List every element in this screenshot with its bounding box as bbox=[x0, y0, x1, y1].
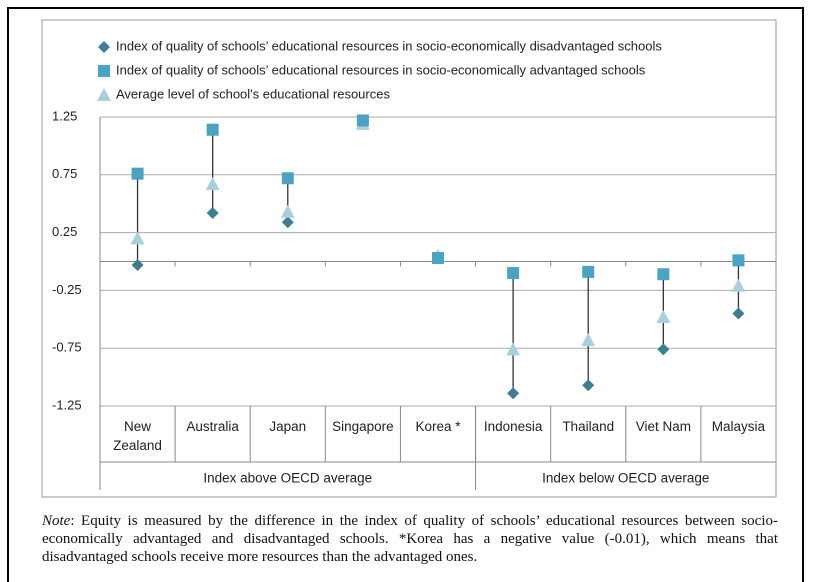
point bbox=[732, 307, 745, 320]
x-tick-label: Thailand bbox=[562, 419, 615, 434]
point bbox=[507, 387, 520, 400]
point bbox=[432, 252, 444, 265]
point bbox=[657, 268, 670, 281]
x-tick-label: Malaysia bbox=[711, 419, 766, 434]
y-tick-label: 0.75 bbox=[52, 166, 77, 181]
legend-marker bbox=[97, 88, 111, 101]
y-tick-label: 1.25 bbox=[52, 108, 77, 123]
point bbox=[582, 265, 595, 278]
x-tick-label: Indonesia bbox=[483, 419, 543, 434]
point bbox=[205, 177, 220, 191]
x-tick-label: Korea * bbox=[415, 419, 461, 434]
note-text: : Equity is measured by the difference i… bbox=[42, 513, 778, 565]
point bbox=[731, 278, 746, 292]
x-tick-label: Singapore bbox=[332, 419, 394, 434]
point bbox=[582, 379, 595, 392]
point bbox=[356, 114, 369, 127]
point bbox=[506, 342, 521, 356]
x-tick-label: Japan bbox=[269, 419, 307, 434]
point bbox=[130, 231, 145, 245]
point bbox=[206, 123, 219, 136]
point bbox=[507, 267, 520, 280]
x-tick-label: Australia bbox=[186, 419, 239, 434]
legend-marker bbox=[98, 65, 110, 77]
point bbox=[131, 258, 144, 271]
point bbox=[281, 172, 294, 185]
point bbox=[281, 216, 294, 229]
chart-border bbox=[41, 19, 777, 498]
point bbox=[280, 204, 295, 218]
y-tick-label: 0.25 bbox=[52, 224, 77, 239]
x-tick-label: Viet Nam bbox=[635, 419, 691, 434]
legend-marker bbox=[98, 41, 110, 53]
point bbox=[657, 343, 670, 356]
x-tick-label: New Zealand bbox=[113, 419, 162, 453]
point bbox=[581, 333, 596, 347]
legend-label: Index of quality of schools’ educational… bbox=[116, 62, 646, 77]
legend-label: Average level of school's educational re… bbox=[116, 86, 390, 101]
y-tick-label: -1.25 bbox=[52, 397, 82, 412]
point bbox=[656, 309, 671, 323]
legend-label: Index of quality of schools’ educational… bbox=[116, 38, 662, 53]
point bbox=[732, 254, 745, 267]
group-label: Index above OECD average bbox=[203, 471, 372, 486]
y-tick-label: -0.75 bbox=[52, 340, 82, 355]
note: Note: Equity is measured by the differen… bbox=[42, 512, 778, 566]
frame bbox=[7, 7, 804, 582]
point bbox=[206, 206, 219, 219]
note-label: Note bbox=[42, 513, 71, 529]
y-tick-label: -0.25 bbox=[52, 282, 82, 297]
point bbox=[131, 167, 144, 180]
group-label: Index below OECD average bbox=[542, 471, 709, 486]
